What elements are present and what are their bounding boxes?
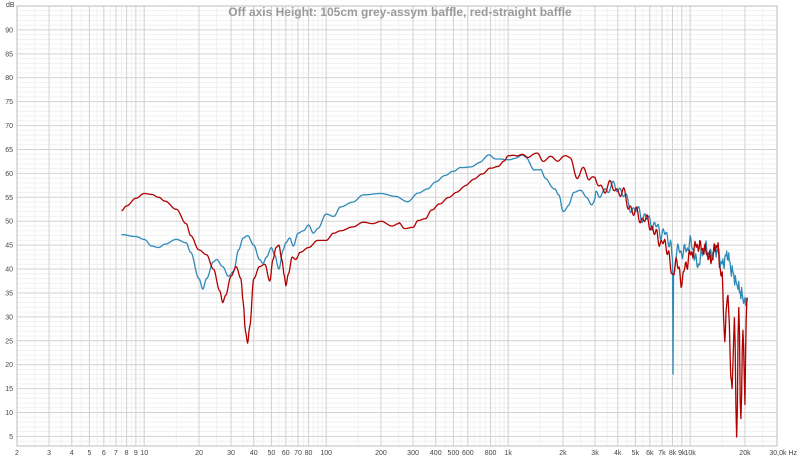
x-tick-label: 7 [114,450,118,456]
x-tick-label: 2 [15,450,19,456]
y-tick-label: 5 [9,434,13,441]
x-tick-label: 40 [250,450,258,456]
x-tick-label: 200 [375,450,387,456]
x-tick-label: 7k [658,450,666,456]
y-tick-label: 65 [5,147,13,154]
x-tick-label: 10 [140,450,148,456]
grid [16,5,778,447]
chart-title: Off axis Height: 105cm grey-assym baffle… [228,5,572,19]
x-tick-label: 70 [294,450,302,456]
x-tick-label: 9 [134,450,138,456]
x-tick-label: 500 [448,450,460,456]
x-tick-label: 3 [47,450,51,456]
x-tick-label: 50 [268,450,276,456]
y-tick-label: 20 [5,362,13,369]
x-tick-label: 4 [70,450,74,456]
y-tick-label: 25 [5,338,13,345]
x-tick-label: 60 [282,450,290,456]
x-tick-label: 10k [685,450,697,456]
plot-frame [16,5,778,447]
x-tick-label: 300 [407,450,419,456]
x-tick-label: 5k [632,450,640,456]
series-line-2 [121,152,748,438]
x-tick-label: 4k [614,450,622,456]
y-tick-label: 30 [5,314,13,321]
x-tick-label: 400 [430,450,442,456]
x-tick-label: 20k [739,450,751,456]
x-tick-label: 8 [125,450,129,456]
y-tick-labels: 5 10 15 20 25 30 35 40 45 50 55 60 65 70 75 80 85 90 [5,27,13,441]
y-tick-label: 15 [5,386,13,393]
y-tick-label: 80 [5,75,13,82]
x-tick-label: 30,0k Hz [769,450,797,456]
y-tick-label: 85 [5,51,13,58]
x-tick-label: 80 [305,450,313,456]
x-tick-label: 8k [669,450,677,456]
y-tick-label: 90 [5,27,13,34]
x-tick-label: 600 [462,450,474,456]
x-tick-label: 20 [195,450,203,456]
y-tick-label: 70 [5,123,13,130]
x-tick-label: 6 [102,450,106,456]
x-tick-labels: 2 3 4 5 6 7 8 9 10 20 30 40 50 60 70 80 100 200 300 400 500 6… [15,450,797,456]
y-tick-label: 10 [5,410,13,417]
x-tick-label: 1k [504,450,512,456]
x-tick-label: 3k [591,450,599,456]
x-tick-label: 2k [559,450,567,456]
x-tick-label: 100 [320,450,332,456]
x-tick-label: 9k [678,450,686,456]
y-tick-label: 40 [5,267,13,274]
x-tick-label: 800 [485,450,497,456]
series-layer [121,152,748,438]
y-axis-unit-label: dB [6,2,15,9]
y-tick-label: 35 [5,290,13,297]
x-tick-label: 5 [87,450,91,456]
x-tick-label: 30 [227,450,235,456]
series-line-1 [121,154,748,375]
y-tick-label: 55 [5,195,13,202]
y-tick-label: 50 [5,219,13,226]
x-tick-label: 6k [646,450,654,456]
y-tick-label: 60 [5,171,13,178]
y-tick-label: 75 [5,99,13,106]
y-tick-label: 45 [5,243,13,250]
